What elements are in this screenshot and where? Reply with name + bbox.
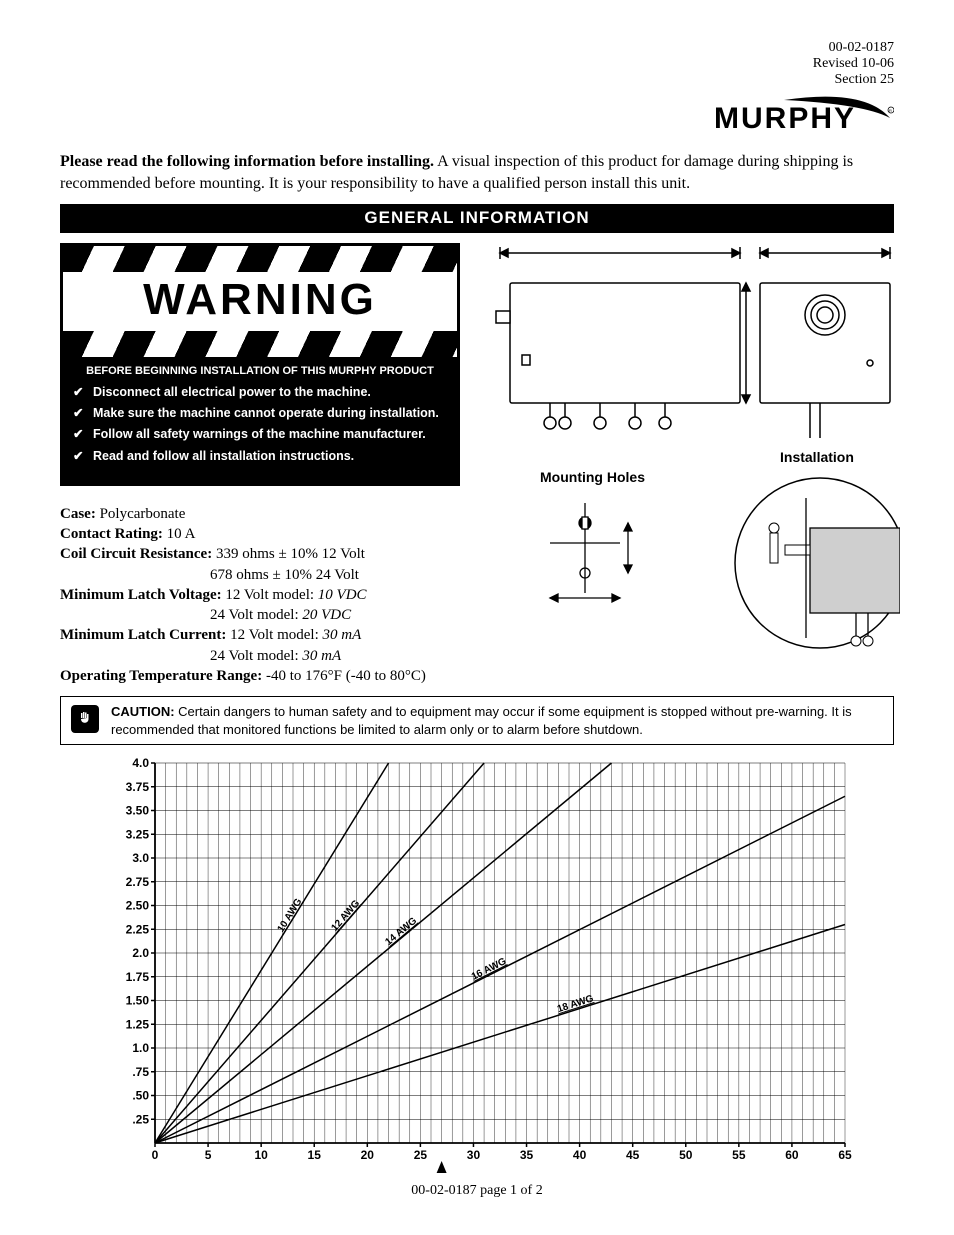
spec-value: 12 Volt model:: [222, 587, 318, 603]
section-title: GENERAL INFORMATION: [60, 204, 894, 232]
spec-value: 339 ohms ± 10% 12 Volt: [212, 546, 365, 562]
caution-label: CAUTION:: [111, 704, 175, 719]
page-footer: 00-02-0187 page 1 of 2: [60, 1183, 894, 1200]
svg-text:1.25: 1.25: [126, 1017, 150, 1031]
spec-label: Minimum Latch Current:: [60, 627, 226, 643]
spec-list: Case: Polycarbonate Contact Rating: 10 A…: [60, 504, 470, 686]
svg-text:60: 60: [785, 1148, 799, 1162]
spec-value: 24 Volt model:: [210, 607, 302, 623]
hazard-stripe-top: [63, 246, 457, 272]
svg-text:10: 10: [254, 1148, 268, 1162]
spec-label: Minimum Latch Voltage:: [60, 587, 222, 603]
svg-text:65: 65: [838, 1148, 852, 1162]
doc-revised: Revised 10-06: [60, 56, 894, 72]
svg-text:3.0: 3.0: [132, 851, 149, 865]
svg-text:3.50: 3.50: [126, 804, 150, 818]
spec-value: -40 to 176°F (-40 to 80°C): [262, 668, 426, 684]
doc-number: 00-02-0187: [60, 40, 894, 56]
svg-text:2.25: 2.25: [126, 922, 150, 936]
caution-panel: CAUTION: Certain dangers to human safety…: [60, 696, 894, 745]
spec-value: 10 VDC: [318, 587, 367, 603]
spec-value: 20 VDC: [302, 607, 351, 623]
warning-body: BEFORE BEGINNING INSTALLATION OF THIS MU…: [63, 357, 457, 483]
warning-item-text: Follow all safety warnings of the machin…: [93, 426, 426, 442]
check-icon: ✔: [73, 448, 87, 464]
spec-label: Case:: [60, 506, 96, 522]
svg-text:15: 15: [308, 1148, 322, 1162]
spec-value: 30 mA: [323, 627, 362, 643]
check-icon: ✔: [73, 405, 87, 421]
svg-text:.25: .25: [132, 1112, 149, 1126]
spec-value: 10 A: [163, 526, 196, 542]
svg-text:0: 0: [152, 1148, 159, 1162]
spec-label: Operating Temperature Range:: [60, 668, 262, 684]
warning-item-text: Disconnect all electrical power to the m…: [93, 384, 371, 400]
svg-text:1.50: 1.50: [126, 994, 150, 1008]
svg-text:45: 45: [626, 1148, 640, 1162]
svg-text:3.75: 3.75: [126, 780, 150, 794]
dimension-diagram: Mounting Holes Installation: [490, 243, 900, 663]
hazard-stripe-bottom: [63, 331, 457, 357]
logo-text: MURPHY: [714, 102, 856, 135]
spec-value: Polycarbonate: [96, 506, 186, 522]
warning-panel: WARNING BEFORE BEGINNING INSTALLATION OF…: [60, 243, 460, 486]
brand-logo: MURPHY R: [60, 94, 894, 145]
wire-gauge-chart: .25 .50 .75 1.0 1.25 1.50 1.75 2.0 2.25 2.50 2.75 3…: [97, 753, 857, 1173]
svg-text:5: 5: [205, 1148, 212, 1162]
warning-item: ✔ Read and follow all installation instr…: [73, 448, 447, 464]
caption-install: Installation: [780, 449, 854, 466]
svg-text:25: 25: [414, 1148, 428, 1162]
doc-section: Section 25: [60, 72, 894, 88]
caution-text: Certain dangers to human safety and to e…: [111, 704, 852, 737]
check-icon: ✔: [73, 384, 87, 400]
svg-text:1.75: 1.75: [126, 970, 150, 984]
warning-item: ✔ Make sure the machine cannot operate d…: [73, 405, 447, 421]
svg-text:3.25: 3.25: [126, 827, 150, 841]
svg-text:.75: .75: [132, 1065, 149, 1079]
caption-mounting: Mounting Holes: [540, 469, 645, 486]
svg-text:.50: .50: [132, 1089, 149, 1103]
svg-text:4.0: 4.0: [132, 756, 149, 770]
svg-text:50: 50: [679, 1148, 693, 1162]
spec-label: Coil Circuit Resistance:: [60, 546, 212, 562]
svg-text:35: 35: [520, 1148, 534, 1162]
warning-item: ✔ Disconnect all electrical power to the…: [73, 384, 447, 400]
svg-text:30: 30: [467, 1148, 481, 1162]
spec-value: 678 ohms ± 10% 24 Volt: [60, 565, 470, 585]
spec-value: 12 Volt model:: [226, 627, 322, 643]
hand-stop-icon: [71, 705, 99, 733]
svg-text:2.75: 2.75: [126, 875, 150, 889]
check-icon: ✔: [73, 426, 87, 442]
warning-item-text: Read and follow all installation instruc…: [93, 448, 354, 464]
doc-meta: 00-02-0187 Revised 10-06 Section 25: [60, 40, 894, 88]
svg-text:40: 40: [573, 1148, 587, 1162]
warning-item-text: Make sure the machine cannot operate dur…: [93, 405, 439, 421]
svg-text:20: 20: [361, 1148, 375, 1162]
svg-text:1.0: 1.0: [132, 1041, 149, 1055]
warning-subtitle: BEFORE BEGINNING INSTALLATION OF THIS MU…: [73, 365, 447, 378]
intro-lead: Please read the following information be…: [60, 153, 434, 170]
svg-text:55: 55: [732, 1148, 746, 1162]
warning-title: WARNING: [63, 272, 457, 331]
svg-text:R: R: [889, 108, 892, 113]
svg-text:2.50: 2.50: [126, 899, 150, 913]
spec-label: Contact Rating:: [60, 526, 163, 542]
svg-text:2.0: 2.0: [132, 946, 149, 960]
warning-item: ✔ Follow all safety warnings of the mach…: [73, 426, 447, 442]
spec-value: 30 mA: [302, 648, 341, 664]
intro-paragraph: Please read the following information be…: [60, 151, 894, 194]
spec-value: 24 Volt model:: [210, 648, 302, 664]
